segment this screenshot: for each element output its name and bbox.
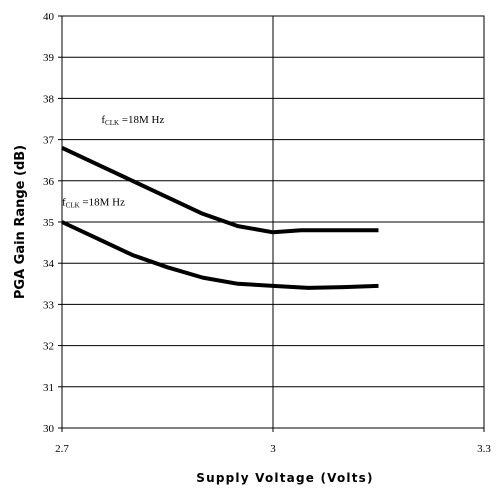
y-tick-label: 35 — [43, 217, 55, 229]
y-tick-label: 40 — [43, 11, 55, 23]
y-tick-label: 30 — [43, 423, 55, 435]
y-axis-tick-labels: 30 31 32 33 34 35 36 37 38 39 40 — [43, 11, 62, 435]
y-tick-label: 32 — [43, 341, 54, 353]
annotation-fclk-1: fCLK =18M Hz — [101, 114, 164, 127]
series-layer — [61, 146, 379, 290]
gridlines — [61, 15, 485, 429]
y-tick-label: 39 — [43, 52, 55, 64]
x-tick-label: 3 — [270, 443, 276, 455]
annotation-fclk-2: fCLK =18M Hz — [62, 197, 125, 210]
y-tick-label: 36 — [43, 176, 55, 188]
annotations: fCLK =18M Hz fCLK =18M Hz — [62, 114, 164, 209]
y-tick-label: 31 — [43, 382, 54, 394]
y-tick-label: 34 — [43, 258, 55, 270]
y-tick-label: 33 — [43, 299, 55, 311]
x-tick-label: 3.3 — [477, 443, 491, 455]
y-axis-label: PGA Gain Range (dB) — [13, 145, 28, 299]
series-line-1 — [61, 146, 379, 235]
x-axis-label: Supply Voltage (Volts) — [196, 471, 373, 485]
y-tick-label: 37 — [43, 135, 55, 147]
y-tick-label: 38 — [43, 93, 55, 105]
x-tick-label: 2.7 — [55, 443, 69, 455]
series-line-2 — [61, 220, 379, 290]
x-axis-tick-labels: 2.7 3 3.3 — [55, 428, 491, 455]
